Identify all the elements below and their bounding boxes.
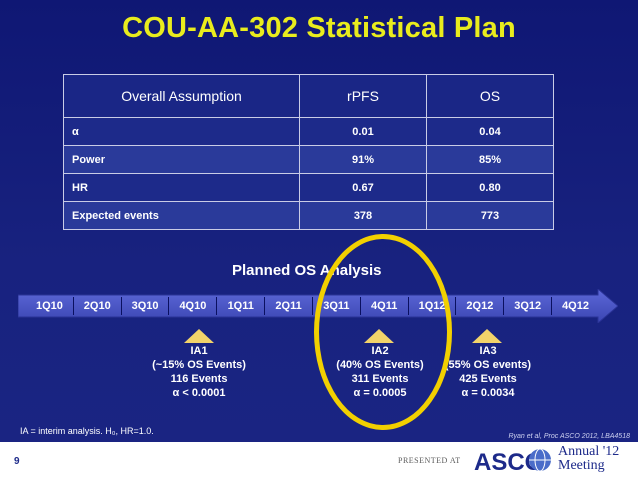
table-row: α 0.01 0.04 [63,117,554,146]
hr-rpfs: 0.67 [299,173,427,202]
ia1-alpha: α < 0.0001 [172,387,226,399]
power-rpfs: 91% [299,145,427,174]
row-label-hr: HR [63,173,300,202]
ia3-events: 425 Events [459,373,517,385]
header-os: OS [426,74,554,118]
footer-bar: 9 PRESENTED AT ASCO Annual '12 Meeting [0,442,638,479]
table-row: Expected events 378 773 [63,201,554,230]
quarter-2q12: 2Q12 [456,297,505,315]
footnote: IA = interim analysis. H₀, HR=1.0. [20,426,154,436]
quarter-1q10: 1Q10 [26,297,74,315]
asco-logo: ASCO [474,448,551,476]
citation: Ryan et al, Proc ASCO 2012, LBA4518 [508,433,630,440]
expected-events-rpfs: 378 [299,201,427,230]
table-header-row: Overall Assumption rPFS OS [63,74,554,118]
ia1-events: 116 Events [170,373,228,385]
annual-label: Annual '12 [558,444,620,459]
ia1-events-pct: (~15% OS Events) [152,359,246,371]
presented-at-label: PRESENTED AT [398,456,461,465]
ia2-highlight-circle [314,234,452,430]
table-row: Power 91% 85% [63,145,554,174]
row-label-power: Power [63,145,300,174]
ia3-label: IA3 [479,345,497,357]
ia1-label: IA1 [190,345,208,357]
hr-os: 0.80 [426,173,554,202]
quarter-3q12: 3Q12 [504,297,553,315]
alpha-rpfs: 0.01 [299,117,427,146]
quarter-1q11: 1Q11 [217,297,266,315]
quarter-labels: 1Q10 2Q10 3Q10 4Q10 1Q11 2Q11 3Q11 4Q11 … [26,297,599,315]
assumption-table: Overall Assumption rPFS OS α 0.01 0.04 P… [63,74,554,230]
quarter-2q10: 2Q10 [74,297,122,315]
header-overall-assumption: Overall Assumption [63,74,300,118]
power-os: 85% [426,145,554,174]
meeting-label: Meeting [558,458,605,473]
row-label-alpha: α [63,117,300,146]
ia1-details: IA1 (~15% OS Events) 116 Events α < 0.00… [134,344,264,400]
ia3-events-pct: (55% OS events) [444,359,532,371]
header-rpfs: rPFS [299,74,427,118]
quarter-3q10: 3Q10 [122,297,170,315]
quarter-4q12: 4Q12 [562,300,589,312]
quarter-2q11: 2Q11 [265,297,313,315]
ia3-alpha: α = 0.0034 [461,387,515,399]
quarter-4q10: 4Q10 [169,297,218,315]
annual-meeting-logo: Annual '12 Meeting [558,445,619,473]
table-row: HR 0.67 0.80 [63,173,554,202]
page-number: 9 [14,456,20,467]
alpha-os: 0.04 [426,117,554,146]
expected-events-os: 773 [426,201,554,230]
slide-title: COU-AA-302 Statistical Plan [122,12,516,44]
ia1-marker-triangle [184,329,214,343]
row-label-expected-events: Expected events [63,201,300,230]
ia3-details: IA3 (55% OS events) 425 Events α = 0.003… [436,344,540,400]
ia3-marker-triangle [472,329,502,343]
